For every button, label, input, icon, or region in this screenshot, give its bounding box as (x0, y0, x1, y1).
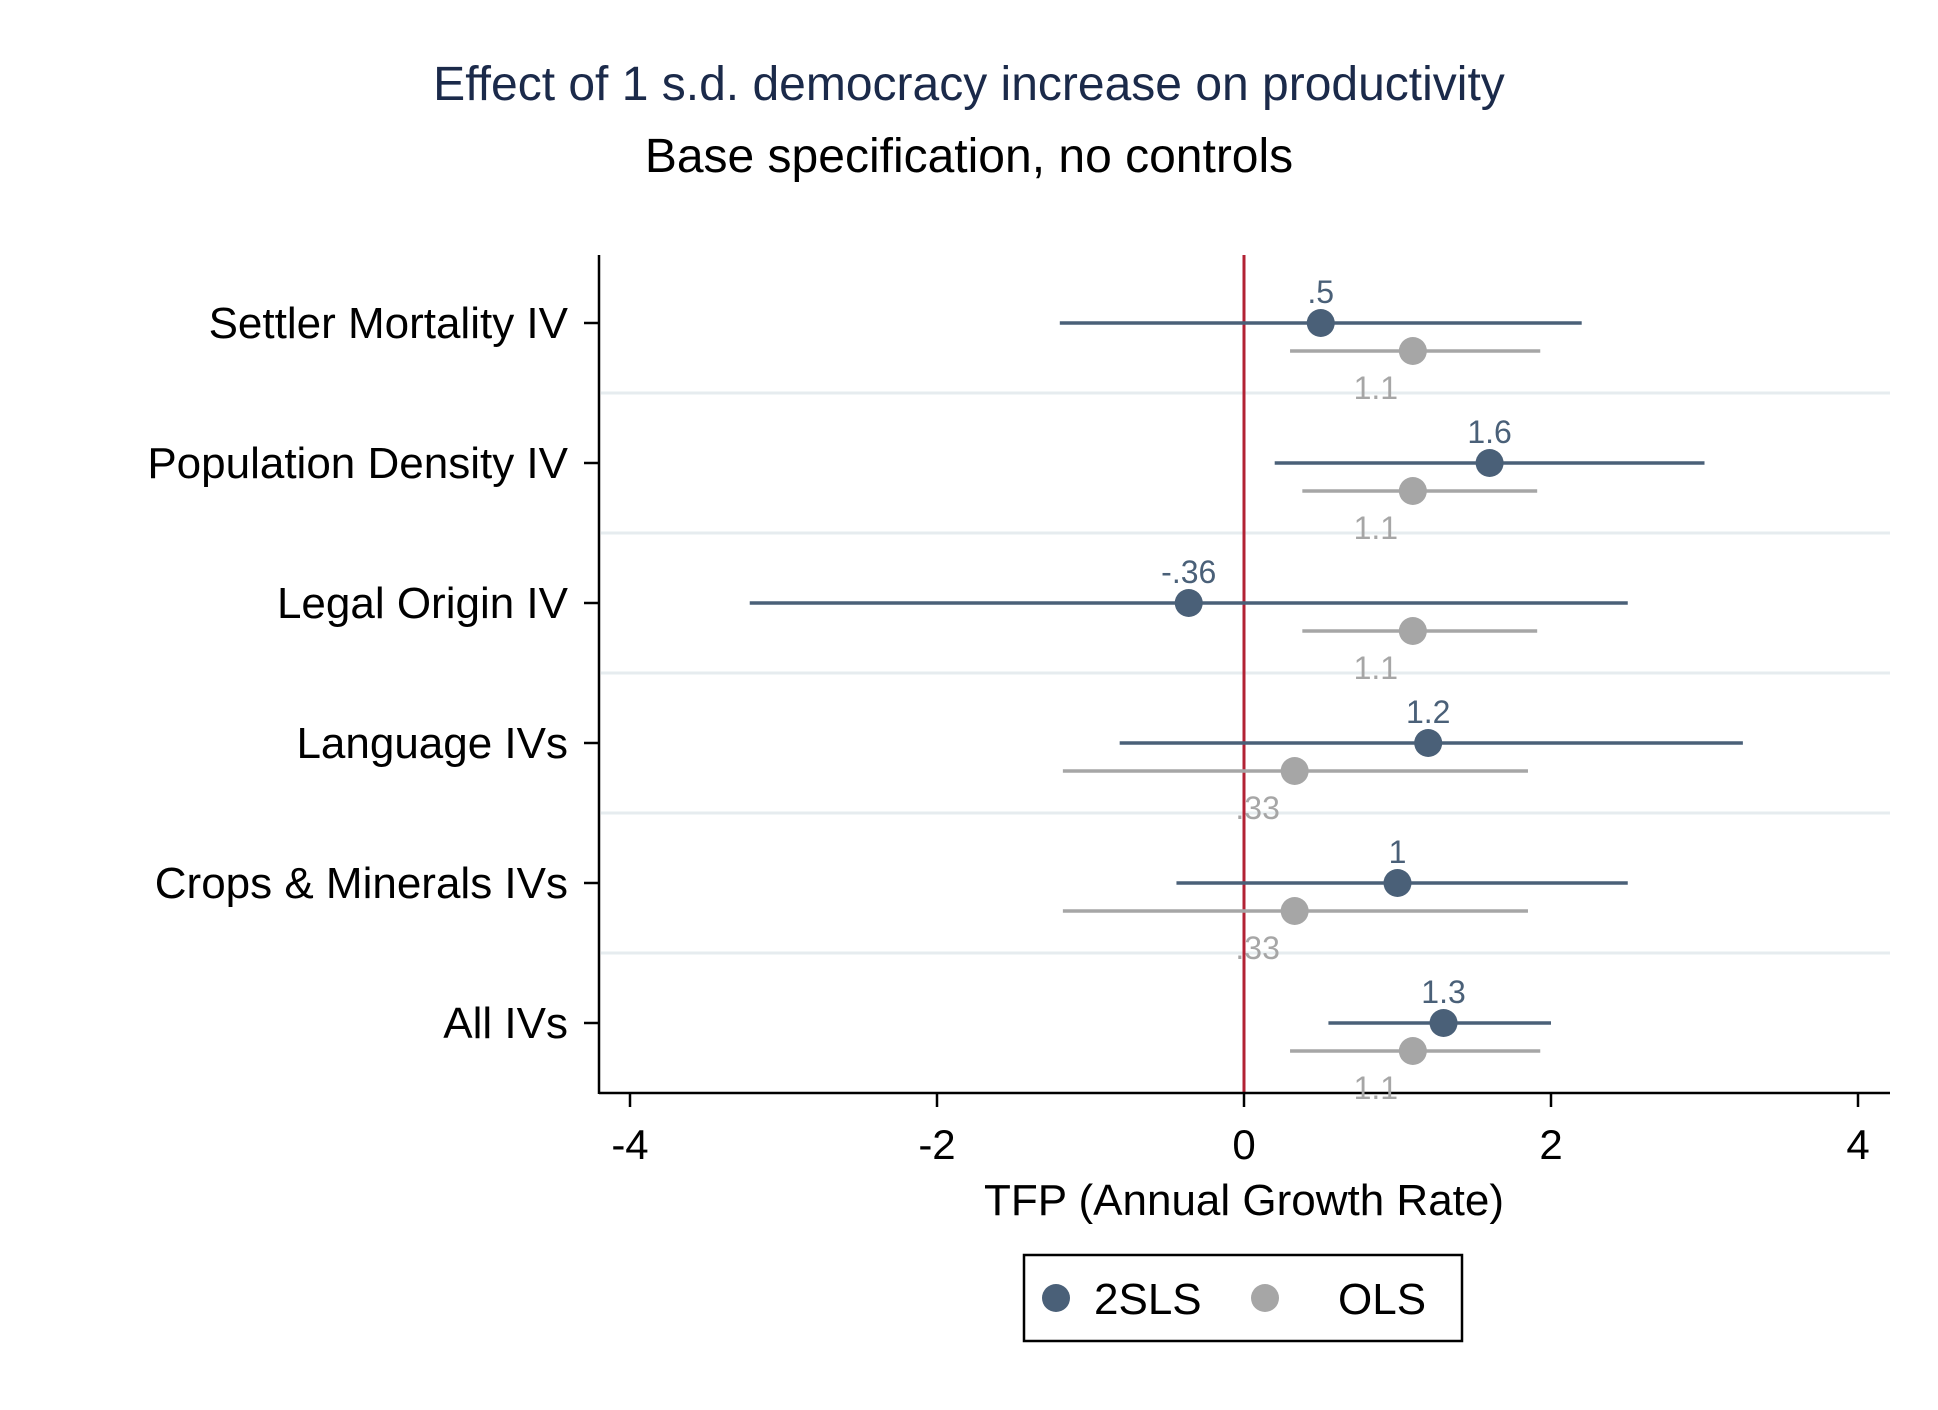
ols-point-population-density-iv (1398, 477, 1427, 505)
2sls-point-settler-mortality-iv (1306, 309, 1335, 337)
2sls-label-legal-origin-iv: -.36 (1161, 554, 1216, 590)
2sls-label-settler-mortality-iv: .5 (1307, 274, 1334, 310)
x-tick-label: -2 (918, 1121, 955, 1168)
legend-swatch-2sls (1042, 1284, 1070, 1312)
y-category-label-legal-origin-iv: Legal Origin IV (277, 579, 569, 628)
x-tick-label: 0 (1232, 1121, 1255, 1168)
ols-point-crops-and-minerals-ivs (1280, 897, 1309, 925)
ols-point-legal-origin-iv (1398, 617, 1427, 645)
ols-label-language-ivs: .33 (1235, 790, 1279, 826)
2sls-point-crops-and-minerals-ivs (1383, 869, 1412, 897)
chart-title: Effect of 1 s.d. democracy increase on p… (433, 58, 1505, 111)
y-category-label-all-ivs: All IVs (443, 999, 568, 1048)
y-category-label-crops-and-minerals-ivs: Crops & Minerals IVs (155, 859, 568, 908)
2sls-point-language-ivs (1414, 729, 1443, 757)
data-marks: .5 1.6 -.36 1.2 1 1.3 1.1 1.1 1.1 .33 .33 1.1 (749, 274, 1743, 1106)
legend-swatch-ols (1251, 1284, 1279, 1312)
2sls-label-language-ivs: 1.2 (1406, 694, 1450, 730)
legend: 2SLS OLS (1022, 1253, 1464, 1343)
legend-label-ols: OLS (1338, 1275, 1426, 1324)
x-tick-label: 4 (1846, 1121, 1869, 1168)
ols-label-settler-mortality-iv: 1.1 (1354, 370, 1398, 406)
2sls-label-all-ivs: 1.3 (1421, 974, 1465, 1010)
2sls-label-crops-and-minerals-ivs: 1 (1389, 834, 1407, 870)
chart-subtitle: Base specification, no controls (645, 130, 1293, 183)
2sls-point-legal-origin-iv (1174, 589, 1203, 617)
x-ticks: -4 -2 0 2 4 (611, 1093, 1870, 1168)
x-axis-title: TFP (Annual Growth Rate) (984, 1176, 1504, 1225)
2sls-label-population-density-iv: 1.6 (1467, 414, 1511, 450)
ols-point-settler-mortality-iv (1398, 337, 1427, 365)
ols-label-crops-and-minerals-ivs: .33 (1235, 930, 1279, 966)
legend-label-2sls: 2SLS (1094, 1275, 1202, 1324)
ols-label-legal-origin-iv: 1.1 (1354, 650, 1398, 686)
y-category-label-settler-mortality-iv: Settler Mortality IV (209, 299, 569, 348)
ols-label-all-ivs: 1.1 (1354, 1070, 1398, 1106)
legend-box (1022, 1253, 1464, 1343)
ols-label-population-density-iv: 1.1 (1354, 510, 1398, 546)
ols-point-language-ivs (1280, 757, 1309, 785)
x-tick-label: -4 (611, 1121, 648, 1168)
y-category-label-language-ivs: Language IVs (296, 719, 568, 768)
y-category-label-population-density-iv: Population Density IV (147, 439, 568, 488)
y-categories: Settler Mortality IV Population Density I… (147, 299, 599, 1048)
2sls-point-population-density-iv (1475, 449, 1504, 477)
ols-point-all-ivs (1398, 1037, 1427, 1065)
2sls-point-all-ivs (1429, 1009, 1458, 1037)
x-tick-label: 2 (1539, 1121, 1562, 1168)
